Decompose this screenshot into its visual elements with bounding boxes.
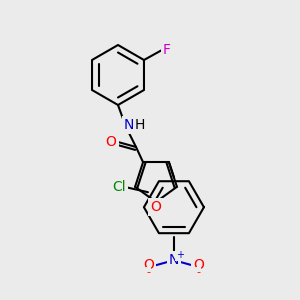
Text: -: - — [147, 267, 151, 277]
Text: N: N — [169, 253, 179, 267]
Text: F: F — [163, 43, 171, 57]
Text: O: O — [106, 135, 116, 149]
Text: O: O — [194, 258, 204, 272]
Text: H: H — [135, 118, 145, 132]
Text: N: N — [124, 118, 134, 132]
Text: -: - — [197, 267, 201, 277]
Text: +: + — [176, 250, 184, 260]
Text: O: O — [151, 200, 161, 214]
Text: O: O — [143, 258, 155, 272]
Text: Cl: Cl — [112, 180, 126, 194]
